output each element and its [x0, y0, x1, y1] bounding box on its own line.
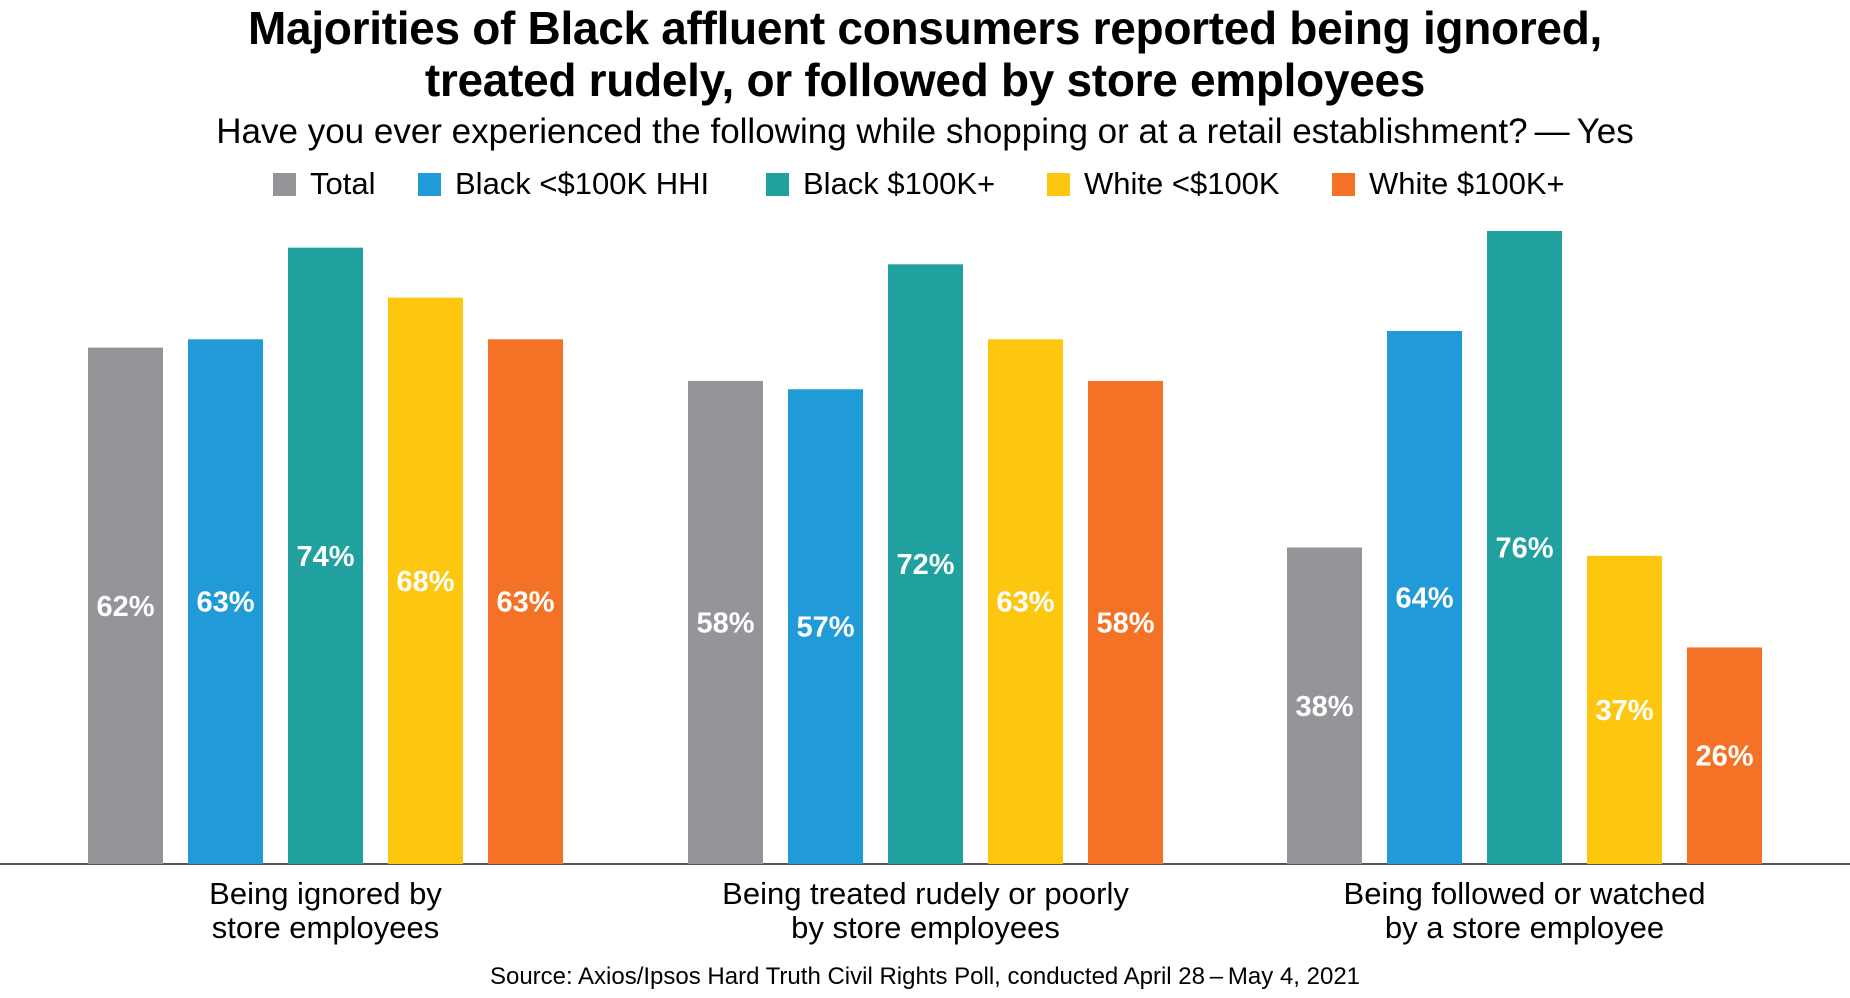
data-label-ignored-black-100k-plus: 74% — [296, 541, 354, 573]
bar-ignored-total — [88, 347, 163, 865]
legend-label-total: Total — [310, 166, 376, 201]
legend-item-black-under-100k: Black <$100K HHI — [418, 162, 709, 206]
data-label-followed-total: 38% — [1295, 691, 1353, 723]
data-label-ignored-black-under-100k: 63% — [196, 587, 254, 619]
data-label-ignored-white-100k-plus: 63% — [496, 587, 554, 619]
bar-treated-rudely-black-100k-plus — [888, 264, 963, 864]
category-label-ignored-line-1: Being ignored by — [209, 876, 442, 911]
data-label-followed-black-100k-plus: 76% — [1495, 533, 1553, 565]
bar-followed-black-100k-plus — [1487, 231, 1562, 864]
data-label-treated-rudely-white-100k-plus: 58% — [1096, 607, 1154, 639]
data-label-treated-rudely-black-under-100k: 57% — [796, 612, 854, 644]
chart-subtitle: Have you ever experienced the following … — [216, 112, 1634, 151]
bar-followed-white-under-100k — [1587, 555, 1662, 864]
bar-treated-rudely-total — [688, 380, 763, 864]
legend-item-white-under-100k: White <$100K — [1047, 162, 1280, 206]
category-label-treated-rudely-line-2: by store employees — [791, 910, 1060, 945]
data-label-followed-white-under-100k: 37% — [1595, 695, 1653, 727]
data-label-followed-white-100k-plus: 26% — [1695, 741, 1753, 773]
bar-ignored-black-under-100k — [188, 339, 263, 864]
bar-followed-white-100k-plus — [1687, 647, 1762, 864]
bar-followed-black-under-100k — [1387, 330, 1462, 864]
category-label-followed-line-2: by a store employee — [1385, 910, 1664, 945]
chart-title: Majorities of Black affluent consumers r… — [0, 2, 1850, 106]
legend-swatch-total — [273, 172, 296, 196]
legend-label-black-under-100k: Black <$100K HHI — [455, 166, 710, 201]
legend-label-black-100k-plus: Black $100K+ — [803, 166, 996, 201]
bar-ignored-white-under-100k — [388, 297, 463, 864]
legend-swatch-black-100k-plus — [766, 172, 789, 196]
category-label-followed-line-1: Being followed or watched — [1344, 876, 1706, 911]
data-label-treated-rudely-black-100k-plus: 72% — [896, 549, 954, 581]
data-label-treated-rudely-white-under-100k: 63% — [996, 587, 1054, 619]
bar-ignored-white-100k-plus — [488, 339, 563, 864]
data-label-treated-rudely-total: 58% — [696, 607, 754, 639]
data-label-followed-black-under-100k: 64% — [1395, 582, 1453, 614]
chart-title-line-1: Majorities of Black affluent consumers r… — [248, 2, 1602, 54]
bar-treated-rudely-white-100k-plus — [1088, 380, 1163, 864]
legend-swatch-white-under-100k — [1047, 172, 1070, 196]
bar-treated-rudely-white-under-100k — [988, 339, 1063, 864]
legend-swatch-white-100k-plus — [1332, 172, 1355, 196]
data-label-ignored-white-under-100k: 68% — [396, 566, 454, 598]
bar-followed-total — [1287, 547, 1362, 864]
bar-treated-rudely-black-under-100k — [788, 389, 863, 864]
legend-label-white-under-100k: White <$100K — [1084, 166, 1280, 201]
chart-title-line-2: treated rudely, or followed by store emp… — [424, 54, 1426, 106]
bar-ignored-black-100k-plus — [288, 247, 363, 864]
data-label-ignored-total: 62% — [96, 591, 154, 623]
legend-item-white-100k-plus: White $100K+ — [1332, 162, 1565, 206]
legend-label-white-100k-plus: White $100K+ — [1369, 166, 1565, 201]
chart-legend: Total Black <$100K HHI Black $100K+ Whit… — [0, 162, 1850, 206]
legend-item-total: Total — [273, 162, 375, 206]
category-label-ignored-line-2: store employees — [212, 910, 439, 945]
source-note: Source: Axios/Ipsos Hard Truth Civil Rig… — [489, 963, 1361, 990]
category-label-treated-rudely-line-1: Being treated rudely or poorly — [722, 876, 1129, 911]
legend-item-black-100k-plus: Black $100K+ — [766, 162, 995, 206]
legend-swatch-black-under-100k — [418, 172, 441, 196]
